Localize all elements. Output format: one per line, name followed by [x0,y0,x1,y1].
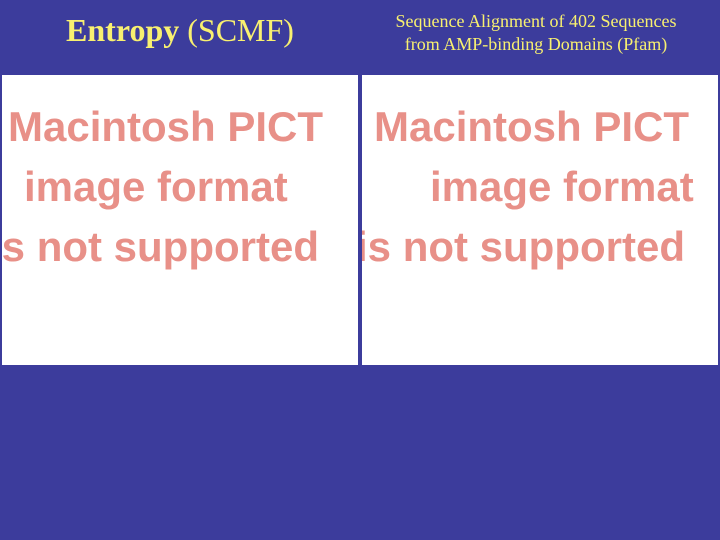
pict-right-line3: is not supported [362,223,685,271]
pict-left-line3: is not supported [2,223,319,271]
title-right-line1: Sequence Alignment of 402 Sequences [360,10,712,33]
left-panel: Macintosh PICT image format is not suppo… [2,75,358,365]
panels-row: Macintosh PICT image format is not suppo… [2,75,718,365]
title-right: Sequence Alignment of 402 Sequences from… [360,8,720,57]
title-left: Entropy (SCMF) [0,8,360,49]
title-left-suffix: (SCMF) [179,12,294,48]
pict-right-line1: Macintosh PICT [374,103,689,151]
pict-left-line1: Macintosh PICT [8,103,323,151]
pict-right-line2: image format [430,163,694,211]
header-row: Entropy (SCMF) Sequence Alignment of 402… [0,0,720,57]
title-left-bold: Entropy [66,12,179,48]
pict-left-line2: image format [24,163,288,211]
right-panel: Macintosh PICT image format is not suppo… [362,75,718,365]
title-right-line2: from AMP-binding Domains (Pfam) [360,33,712,56]
